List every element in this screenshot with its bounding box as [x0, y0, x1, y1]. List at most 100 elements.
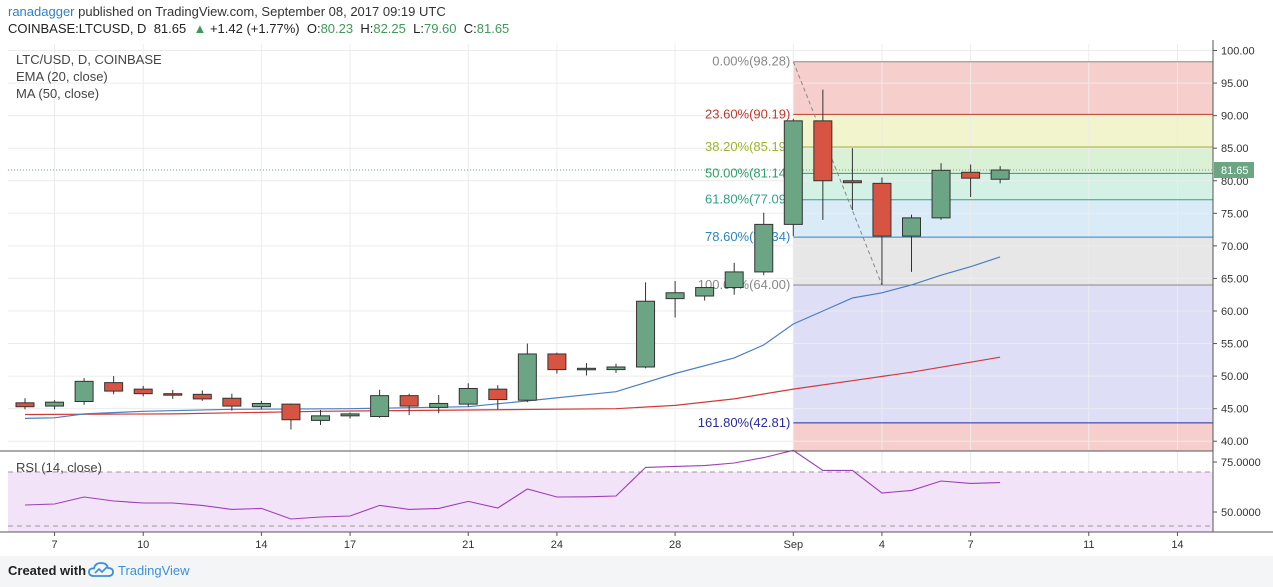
fib-band — [793, 422, 1213, 451]
x-tick-label: 14 — [1171, 539, 1183, 551]
open-label: O: — [306, 21, 321, 36]
candle — [163, 389, 183, 399]
open-value: 80.23 — [320, 21, 354, 36]
ohlc-line: COINBASE:LTCUSD, D 81.65 ▲ +1.42 (+1.77%… — [8, 21, 509, 36]
x-tick-label: 7 — [968, 539, 974, 551]
fib-level-label: 38.20%(85.19) — [705, 139, 790, 154]
rsi-y-tick-label: 50.0000 — [1221, 507, 1261, 519]
candle — [281, 403, 301, 430]
candle — [517, 343, 537, 403]
candle-body — [370, 395, 390, 417]
candle — [340, 412, 360, 419]
symbol-label: COINBASE:LTCUSD, D — [8, 21, 147, 36]
candle-body — [695, 287, 715, 297]
candle-body — [665, 292, 685, 300]
last-price-badge-label: 81.65 — [1221, 165, 1249, 177]
chart-header: ranadagger published on TradingView.com,… — [0, 0, 1273, 40]
last-price: 81.65 — [153, 21, 187, 36]
candle — [547, 352, 567, 374]
fib-band — [793, 199, 1213, 238]
candle — [783, 118, 803, 237]
candle-body — [872, 182, 892, 237]
candle — [931, 163, 951, 220]
x-tick-label: 24 — [551, 539, 563, 551]
candle — [961, 164, 981, 198]
x-tick-label: Sep — [784, 539, 804, 551]
legend-ema: EMA (20, close) — [16, 69, 108, 84]
y-tick-label: 50.00 — [1221, 371, 1249, 383]
y-tick-label: 40.00 — [1221, 436, 1249, 448]
change-value: +1.42 (+1.77%) — [209, 21, 300, 36]
last-price-badge — [1214, 162, 1254, 179]
x-tick-label: 4 — [879, 539, 885, 551]
x-tick-label: 17 — [344, 539, 356, 551]
legend-symbol: LTC/USD, D, COINBASE — [16, 52, 162, 67]
candle-body — [251, 402, 271, 408]
candle — [576, 363, 596, 376]
candle — [665, 281, 685, 318]
candle-body — [606, 366, 626, 371]
fib-level-label: 23.60%(90.19) — [705, 106, 790, 121]
x-tick-label: 11 — [1083, 539, 1094, 551]
low-value: 79.60 — [423, 21, 457, 36]
candle-body — [931, 169, 951, 219]
candle-body — [961, 171, 981, 179]
author-link[interactable]: ranadagger — [8, 4, 75, 19]
candle — [133, 385, 153, 397]
candle-body — [104, 382, 124, 392]
rsi-band — [8, 472, 1213, 532]
tradingview-logo-icon — [88, 561, 114, 584]
candle — [813, 89, 833, 220]
fib-band — [793, 146, 1213, 174]
candle — [104, 376, 124, 395]
candle-body — [15, 402, 35, 408]
candle — [251, 400, 271, 410]
candle-body — [311, 415, 330, 421]
candle — [370, 389, 390, 418]
candle — [842, 148, 862, 211]
candle-body — [74, 380, 94, 403]
candle-body — [517, 353, 537, 401]
axes: LTC/USD, D, COINBASE EMA (20, close) MA (5… — [0, 40, 1273, 551]
fib-level-label: 50.00%(81.14) — [705, 165, 790, 180]
candle — [45, 400, 65, 410]
candle-body — [281, 403, 301, 421]
fib-level-label: 161.80%(42.81) — [698, 415, 791, 430]
candle — [754, 212, 774, 276]
rsi-y-tick-label: 75.0000 — [1221, 457, 1261, 469]
low-label: L: — [413, 21, 424, 36]
footer: Created with TradingView — [0, 556, 1273, 587]
x-tick-label: 28 — [669, 539, 681, 551]
candle-body — [813, 120, 833, 182]
candle-body — [636, 300, 656, 368]
ma-50-line — [24, 356, 1001, 416]
y-tick-label: 85.00 — [1221, 143, 1249, 155]
candle — [724, 262, 744, 295]
candle — [636, 282, 656, 369]
candle-body — [754, 223, 774, 273]
fib-band — [793, 284, 1213, 423]
close-value: 81.65 — [476, 21, 510, 36]
candle-body — [488, 388, 508, 401]
y-tick-label: 55.00 — [1221, 339, 1249, 351]
chart-canvas[interactable]: 0.00%(98.28) 23.60%(90.19) 38.20%(85.19) 50… — [0, 0, 1273, 556]
y-tick-label: 60.00 — [1221, 306, 1249, 318]
candles — [15, 89, 1010, 430]
fib-band — [793, 114, 1213, 147]
candle — [222, 393, 242, 411]
candle-body — [399, 395, 419, 407]
y-tick-label: 70.00 — [1221, 241, 1249, 253]
candle — [902, 214, 921, 272]
candle — [695, 287, 715, 301]
high-label: H: — [360, 21, 374, 36]
candle — [399, 393, 419, 416]
rsi-legend: RSI (14, close) — [16, 460, 102, 475]
candle — [488, 385, 508, 410]
tradingview-link[interactable]: TradingView — [118, 563, 190, 578]
candle-body — [222, 397, 242, 407]
candle — [990, 166, 1010, 184]
candle-body — [45, 401, 65, 407]
close-label: C: — [463, 21, 477, 36]
fib-level-label: 61.80%(77.09) — [705, 192, 790, 207]
candle-body — [547, 353, 567, 371]
